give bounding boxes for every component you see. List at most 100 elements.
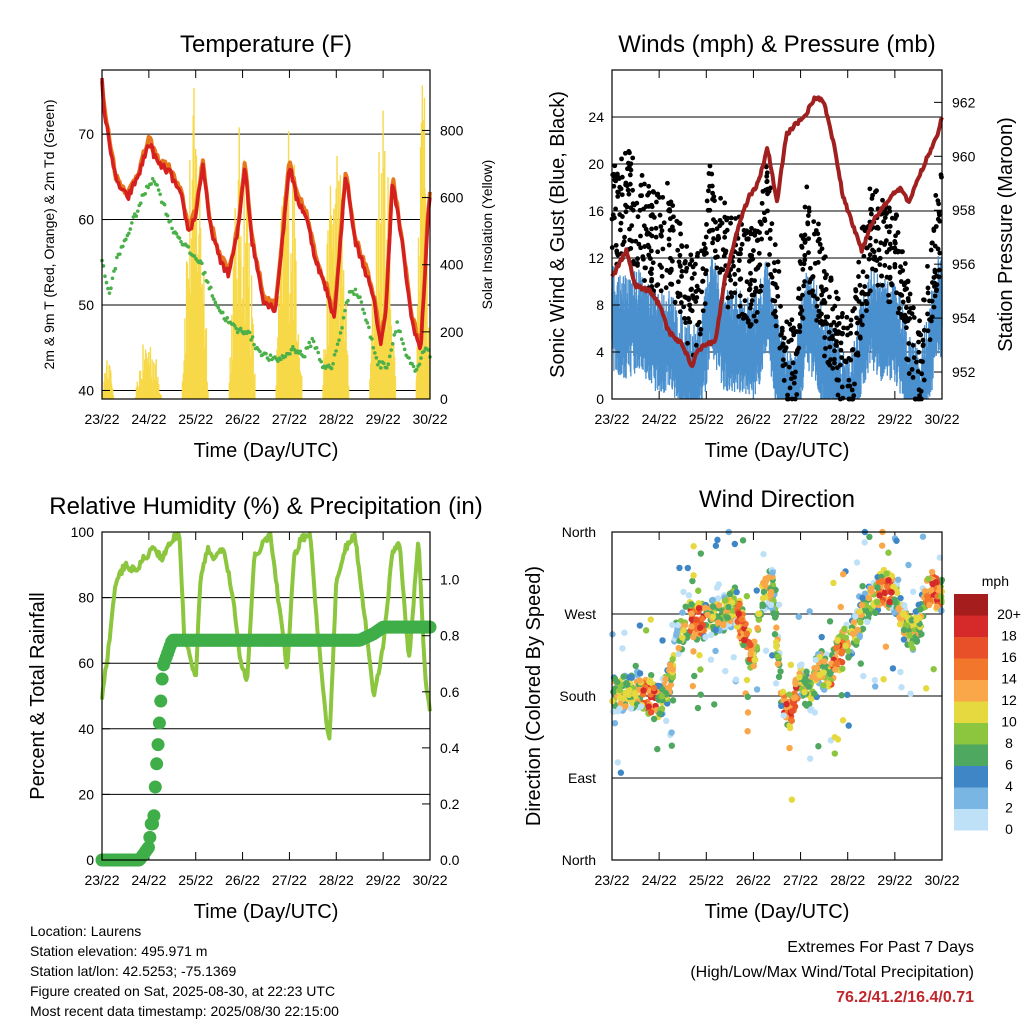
- gust-point: [790, 360, 796, 366]
- gust-point: [737, 277, 743, 282]
- gust-point: [780, 341, 786, 347]
- gust-point: [777, 345, 783, 351]
- gust-point: [848, 317, 854, 323]
- dewpoint-point: [393, 330, 398, 334]
- gust-point: [815, 296, 820, 302]
- dewpoint-point: [252, 342, 256, 347]
- direction-point: [888, 572, 896, 580]
- gust-point: [757, 262, 763, 268]
- x-tick-label: 25/22: [178, 872, 213, 888]
- gust-point: [711, 236, 716, 241]
- y-tick-label: 20: [588, 156, 604, 172]
- dewpoint-point: [249, 338, 253, 342]
- y-tick-label: East: [568, 770, 596, 786]
- dewpoint-point: [109, 286, 113, 291]
- direction-point: [701, 604, 709, 611]
- gust-point: [857, 335, 863, 341]
- legend-swatch: [954, 701, 988, 723]
- gust-point: [678, 300, 684, 305]
- gust-point: [627, 181, 633, 187]
- dewpoint-point: [118, 252, 122, 256]
- dewpoint-point: [279, 357, 283, 362]
- gust-point: [875, 225, 881, 231]
- gust-point: [642, 181, 647, 187]
- gust-point: [857, 317, 863, 323]
- direction-point: [871, 676, 878, 684]
- x-tick-label: 24/22: [131, 872, 166, 888]
- dewpoint-point: [401, 341, 405, 346]
- direction-point: [690, 648, 697, 655]
- gust-point: [667, 208, 673, 214]
- gust-point: [789, 371, 795, 376]
- dewpoint-point: [232, 324, 237, 328]
- gust-point: [935, 216, 941, 222]
- gust-point: [702, 301, 708, 307]
- direction-point: [739, 537, 747, 544]
- direction-point: [715, 619, 722, 626]
- direction-point: [786, 722, 793, 729]
- gust-point: [788, 337, 794, 343]
- dewpoint-point: [220, 310, 225, 315]
- plot-frame: [101, 69, 431, 400]
- direction-point: [864, 618, 871, 626]
- gust-point: [904, 286, 909, 292]
- gust-point: [835, 392, 841, 398]
- gust-point: [764, 170, 770, 176]
- direction-point: [690, 633, 697, 641]
- direction-point: [813, 665, 821, 672]
- gust-point: [657, 212, 663, 218]
- gust-point: [751, 248, 756, 253]
- gust-point: [668, 199, 674, 205]
- direction-point: [832, 644, 840, 652]
- gust-point: [718, 195, 723, 201]
- y2-tick-label: 0.2: [440, 796, 460, 812]
- winds-chart: Winds (mph) & Pressure (mb) 23/22 24/22 25/…: [547, 31, 1017, 462]
- legend-label: 14: [1001, 671, 1017, 687]
- gust-point: [827, 344, 833, 350]
- gust-point: [887, 241, 893, 247]
- legend-label: 4: [1005, 778, 1013, 794]
- legend-label: 0: [1005, 821, 1013, 837]
- gust-point: [637, 207, 643, 213]
- dewpoint-point: [346, 298, 350, 303]
- gust-point: [787, 321, 793, 327]
- direction-point: [834, 736, 842, 743]
- legend-swatch: [954, 723, 988, 745]
- direction-point: [614, 759, 621, 766]
- gust-point: [610, 172, 616, 178]
- direction-point: [759, 602, 767, 610]
- gust-point: [675, 247, 681, 253]
- gust-point: [615, 252, 621, 258]
- gust-point: [697, 331, 703, 337]
- gust-point: [709, 183, 715, 189]
- gust-point: [877, 262, 883, 268]
- gust-point: [783, 361, 788, 367]
- direction-point: [669, 621, 676, 629]
- gust-point: [921, 377, 927, 383]
- dewpoint-point: [371, 345, 376, 350]
- direction-point: [921, 587, 929, 595]
- dewpoint-point: [177, 236, 182, 240]
- gust-point: [642, 278, 647, 283]
- gust-point: [613, 206, 618, 212]
- direction-point: [882, 643, 890, 650]
- direction-point: [775, 673, 783, 681]
- gust-point: [800, 292, 805, 298]
- direction-point: [735, 610, 743, 618]
- figure-created: Figure created on Sat, 2025-08-30, at 22…: [30, 983, 336, 999]
- dewpoint-point: [365, 321, 370, 325]
- direction-point: [724, 614, 731, 621]
- direction-point: [714, 595, 722, 602]
- legend-label: 16: [1001, 649, 1017, 665]
- gust-point: [775, 293, 781, 299]
- gust-point: [805, 220, 811, 226]
- direction-point: [890, 583, 897, 590]
- y-tick-label: 70: [78, 126, 94, 142]
- gust-point: [625, 166, 630, 172]
- gust-point: [679, 273, 684, 279]
- dewpoint-point: [374, 356, 379, 360]
- gust-point: [882, 263, 888, 268]
- gust-point: [612, 177, 618, 183]
- gust-point: [908, 305, 914, 311]
